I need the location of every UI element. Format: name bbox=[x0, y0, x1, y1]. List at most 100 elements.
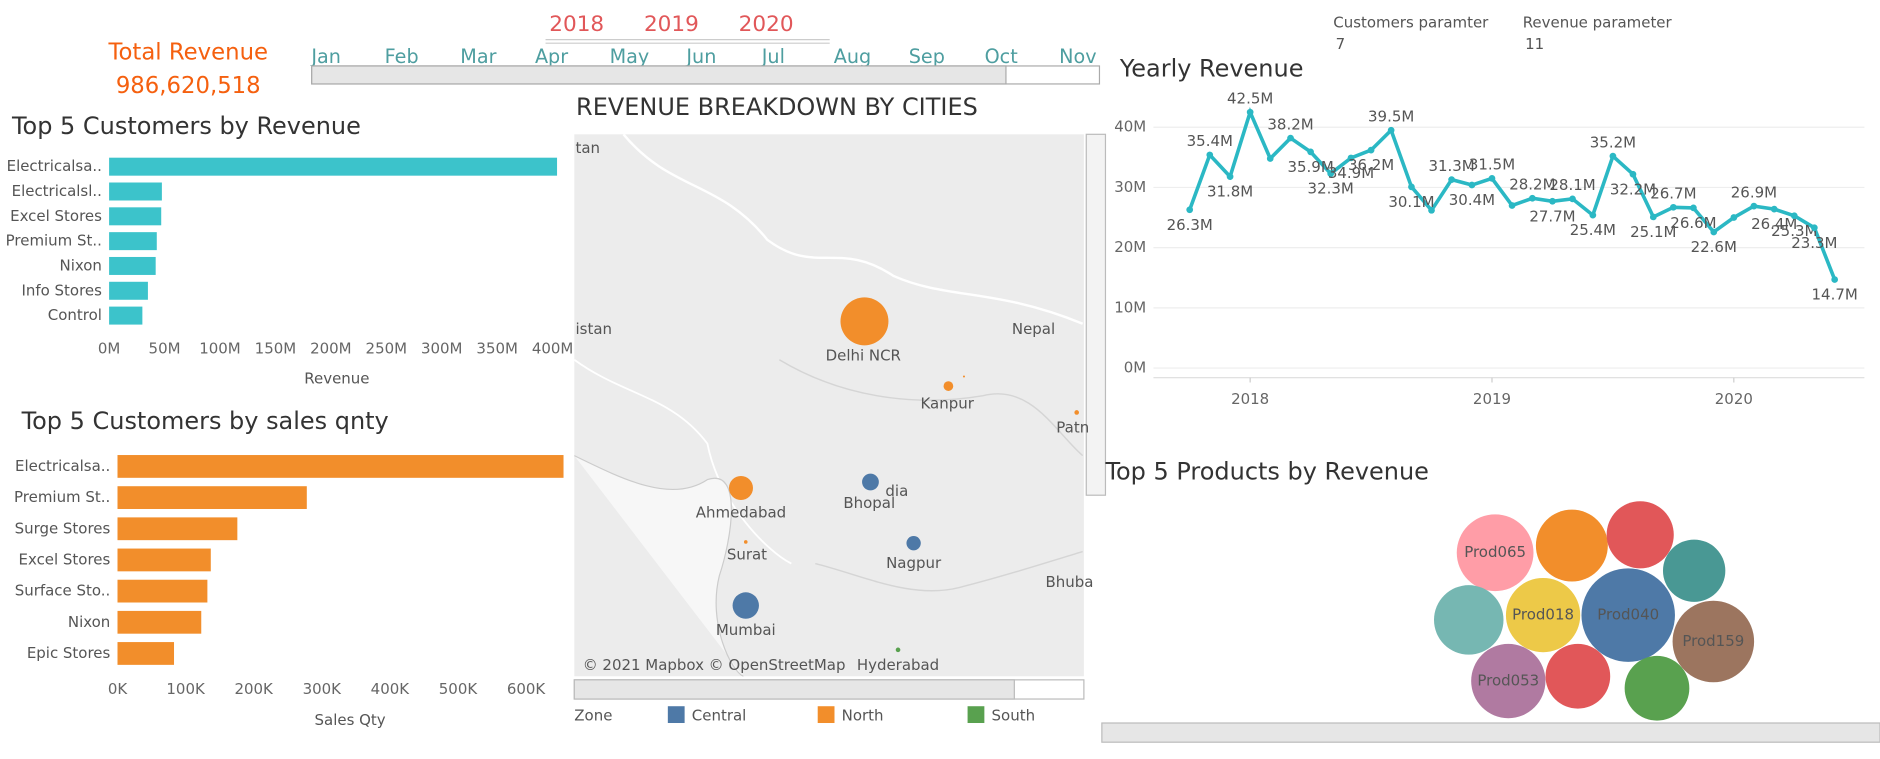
city-label: Kanpur bbox=[921, 395, 975, 413]
point[interactable] bbox=[1810, 224, 1818, 232]
scrollbar[interactable] bbox=[1085, 133, 1107, 496]
month-option[interactable]: Mar bbox=[460, 45, 496, 68]
point[interactable] bbox=[1287, 134, 1294, 142]
point[interactable] bbox=[1428, 206, 1435, 214]
parameter-value[interactable]: 7 bbox=[1336, 35, 1346, 53]
point[interactable] bbox=[1710, 228, 1718, 236]
product-bubble[interactable] bbox=[1606, 501, 1674, 569]
legend-label[interactable]: Central bbox=[692, 706, 747, 724]
month-option[interactable]: Apr bbox=[535, 45, 568, 68]
legend-label[interactable]: South bbox=[992, 706, 1036, 724]
city-bubble[interactable] bbox=[862, 473, 879, 491]
bar[interactable] bbox=[109, 281, 148, 300]
city-bubble[interactable] bbox=[906, 535, 921, 551]
month-filter[interactable]: Jan Feb Mar Apr May Jun Jul Aug Sep Oct Nov bbox=[310, 45, 1096, 68]
point[interactable] bbox=[1387, 126, 1395, 134]
point[interactable] bbox=[1569, 195, 1576, 203]
product-bubble[interactable] bbox=[1471, 643, 1546, 719]
point[interactable] bbox=[1770, 205, 1778, 213]
product-bubble[interactable] bbox=[1581, 568, 1675, 662]
month-option[interactable]: Oct bbox=[985, 45, 1019, 68]
bar[interactable] bbox=[117, 548, 211, 572]
point[interactable] bbox=[1367, 146, 1375, 154]
point[interactable] bbox=[1609, 152, 1617, 160]
bar[interactable] bbox=[117, 579, 208, 603]
bar[interactable] bbox=[109, 207, 162, 226]
month-option[interactable]: May bbox=[610, 45, 650, 68]
product-bubble[interactable] bbox=[1624, 655, 1690, 721]
point[interactable] bbox=[1508, 202, 1516, 209]
city-bubble[interactable] bbox=[743, 540, 748, 544]
point[interactable] bbox=[1347, 154, 1355, 162]
bar[interactable] bbox=[117, 486, 307, 509]
point[interactable] bbox=[1206, 151, 1214, 159]
bar[interactable] bbox=[117, 455, 564, 478]
month-option[interactable]: Feb bbox=[385, 45, 419, 68]
bar[interactable] bbox=[109, 256, 156, 275]
product-bubble[interactable] bbox=[1545, 643, 1611, 709]
point[interactable] bbox=[1690, 204, 1697, 212]
point[interactable] bbox=[1589, 211, 1597, 219]
year-filter[interactable]: 2018 2019 2020 bbox=[549, 12, 793, 37]
month-option[interactable]: Jun bbox=[685, 45, 716, 68]
year-option[interactable]: 2019 bbox=[644, 12, 699, 37]
month-option[interactable]: Jan bbox=[310, 45, 341, 68]
bar[interactable] bbox=[109, 306, 143, 325]
scrollbar[interactable] bbox=[1101, 722, 1880, 743]
product-bubble[interactable] bbox=[1672, 600, 1755, 683]
bar[interactable] bbox=[109, 232, 157, 251]
point[interactable] bbox=[1549, 197, 1556, 205]
legend-swatch[interactable] bbox=[667, 706, 685, 724]
point[interactable] bbox=[1468, 181, 1476, 189]
legend-swatch[interactable] bbox=[967, 706, 985, 724]
legend-swatch[interactable] bbox=[817, 706, 835, 724]
city-bubble[interactable] bbox=[840, 297, 889, 346]
bar[interactable] bbox=[117, 642, 175, 665]
point[interactable] bbox=[1327, 170, 1335, 177]
bar[interactable] bbox=[109, 157, 558, 176]
parameter-value[interactable]: 11 bbox=[1525, 35, 1544, 53]
bubble-label: Prod159 bbox=[1682, 632, 1744, 650]
point[interactable] bbox=[1670, 203, 1677, 211]
point[interactable] bbox=[1790, 212, 1798, 220]
month-option[interactable]: Sep bbox=[909, 45, 945, 68]
city-bubble[interactable] bbox=[962, 375, 966, 378]
point[interactable] bbox=[1408, 183, 1415, 191]
scrollbar-thumb[interactable] bbox=[573, 679, 1015, 700]
year-option[interactable]: 2020 bbox=[739, 12, 794, 37]
product-bubble[interactable] bbox=[1662, 539, 1726, 602]
bar[interactable] bbox=[109, 182, 162, 201]
product-bubble[interactable] bbox=[1535, 509, 1608, 582]
bar[interactable] bbox=[117, 610, 202, 634]
city-bubble[interactable] bbox=[943, 381, 954, 391]
point[interactable] bbox=[1831, 276, 1839, 283]
map-label: dia bbox=[885, 482, 908, 500]
point[interactable] bbox=[1246, 108, 1254, 116]
product-bubble[interactable] bbox=[1505, 577, 1581, 653]
product-bubble[interactable] bbox=[1434, 585, 1504, 655]
legend-label[interactable]: North bbox=[842, 706, 884, 724]
point[interactable] bbox=[1186, 206, 1194, 214]
point[interactable] bbox=[1750, 202, 1758, 210]
city-bubble[interactable] bbox=[895, 647, 901, 653]
point[interactable] bbox=[1488, 175, 1496, 182]
point[interactable] bbox=[1266, 155, 1274, 162]
product-bubble[interactable] bbox=[1456, 514, 1534, 592]
slider-thumb[interactable] bbox=[311, 65, 1007, 85]
city-bubble[interactable] bbox=[1074, 410, 1079, 415]
year-option[interactable]: 2018 bbox=[549, 12, 604, 37]
point[interactable] bbox=[1649, 213, 1657, 221]
city-bubble[interactable] bbox=[728, 475, 753, 501]
point[interactable] bbox=[1226, 173, 1234, 180]
point[interactable] bbox=[1730, 214, 1738, 221]
bar[interactable] bbox=[117, 517, 238, 541]
point[interactable] bbox=[1448, 176, 1455, 183]
month-option[interactable]: Nov bbox=[1059, 45, 1096, 68]
point[interactable] bbox=[1307, 148, 1314, 156]
point[interactable] bbox=[1629, 170, 1637, 178]
month-option[interactable]: Jul bbox=[761, 45, 785, 68]
x-tick-label: 300M bbox=[421, 339, 463, 357]
city-bubble[interactable] bbox=[732, 592, 759, 619]
point[interactable] bbox=[1529, 194, 1536, 202]
month-option[interactable]: Aug bbox=[834, 45, 871, 68]
